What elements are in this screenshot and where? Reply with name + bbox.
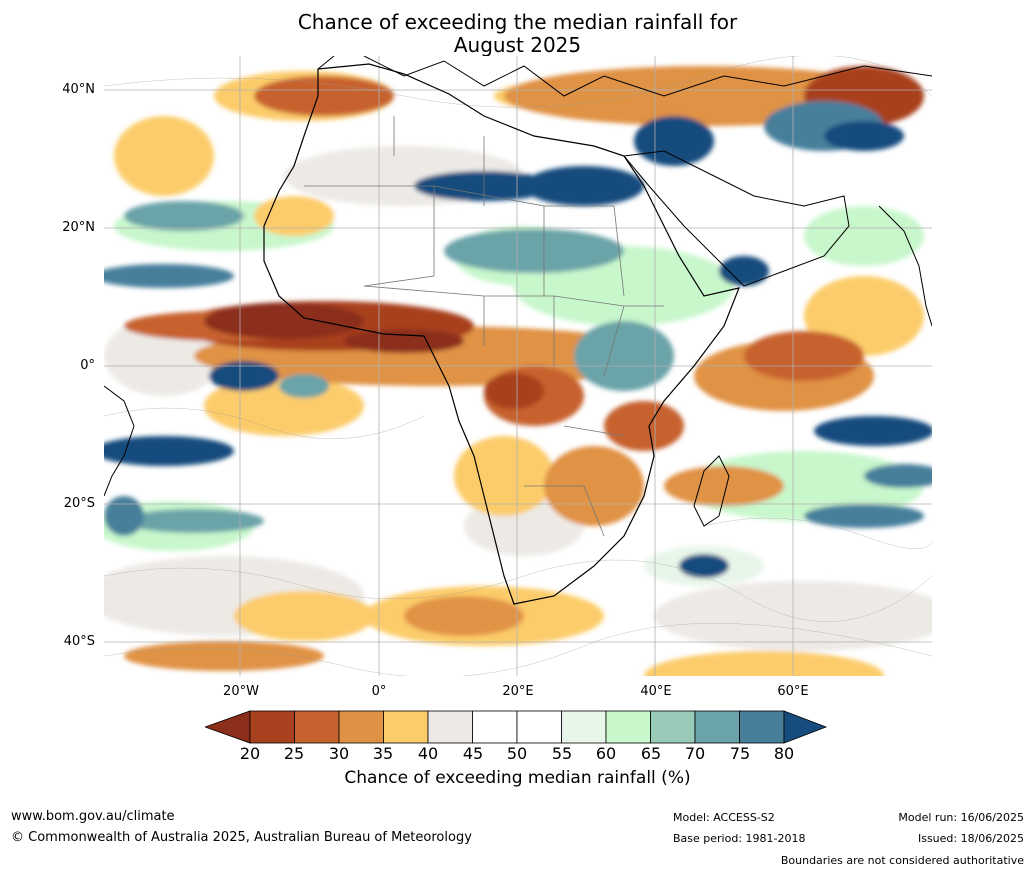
rainfall-probability-map: [104, 56, 932, 676]
colorbar-label: Chance of exceeding median rainfall (%): [344, 768, 691, 788]
colorbar-tick: 25: [283, 744, 305, 763]
colorbar-tick: 50: [506, 744, 528, 763]
footer-model: Model: ACCESS-S2: [673, 811, 775, 824]
colorbar-segment: [294, 710, 340, 744]
colorbar-segment: [249, 710, 295, 744]
footer-disclaimer: Boundaries are not considered authoritat…: [780, 854, 1024, 867]
india-coastline: [878, 205, 932, 327]
colorbar: [205, 710, 828, 744]
colorbar-segment: [516, 710, 562, 744]
colorbar-segment: [739, 710, 785, 744]
colorbar-tick: 75: [729, 744, 751, 763]
footer-base-period: Base period: 1981-2018: [673, 832, 806, 845]
colorbar-tick: 20: [239, 744, 261, 763]
colorbar-tick: 65: [640, 744, 662, 763]
colorbar-tick: 40: [417, 744, 439, 763]
lon-label-20w: 20°W: [223, 684, 259, 699]
lat-label-20s: 20°S: [63, 496, 95, 511]
lon-label-20e: 20°E: [502, 684, 534, 699]
colorbar-segment: [383, 710, 429, 744]
colorbar-segment: [650, 710, 696, 744]
colorbar-segment: [605, 710, 651, 744]
map-title-line1: Chance of exceeding the median rainfall …: [297, 10, 738, 34]
colorbar-segment: [338, 710, 384, 744]
south-america-coastline: [104, 385, 135, 497]
arabia-coastline: [623, 150, 850, 287]
colorbar-extend-low: [205, 710, 251, 744]
footer-issued: Issued: 18/06/2025: [917, 832, 1024, 845]
colorbar-tick: 60: [595, 744, 617, 763]
lat-label-40s: 40°S: [63, 634, 95, 649]
map-canvas: [104, 56, 932, 676]
madagascar-coastline: [693, 455, 730, 527]
footer-url[interactable]: www.bom.gov.au/climate: [11, 809, 175, 824]
lat-label-20n: 20°N: [62, 220, 95, 235]
lat-label-0: 0°: [80, 358, 95, 373]
colorbar-tick: 80: [773, 744, 795, 763]
colorbar-segment: [694, 710, 740, 744]
colorbar-tick: 70: [684, 744, 706, 763]
colorbar-segment: [561, 710, 607, 744]
colorbar-tick: 45: [462, 744, 484, 763]
footer-model-run: Model run: 16/06/2025: [898, 811, 1024, 824]
lat-label-40n: 40°N: [62, 82, 95, 97]
colorbar-extend-high: [783, 710, 828, 744]
colorbar-tick: 30: [328, 744, 350, 763]
colorbar-tick: 35: [372, 744, 394, 763]
colorbar-tick: 55: [551, 744, 573, 763]
lon-label-60e: 60°E: [777, 684, 809, 699]
africa-coastline: [263, 63, 740, 605]
footer-copyright: © Commonwealth of Australia 2025, Austra…: [11, 830, 472, 845]
lon-label-40e: 40°E: [640, 684, 672, 699]
lon-label-0: 0°: [371, 684, 387, 699]
map-title-line2: August 2025: [453, 33, 582, 57]
colorbar-segment: [427, 710, 473, 744]
colorbar-segment: [472, 710, 518, 744]
europe-coastline: [317, 56, 932, 97]
